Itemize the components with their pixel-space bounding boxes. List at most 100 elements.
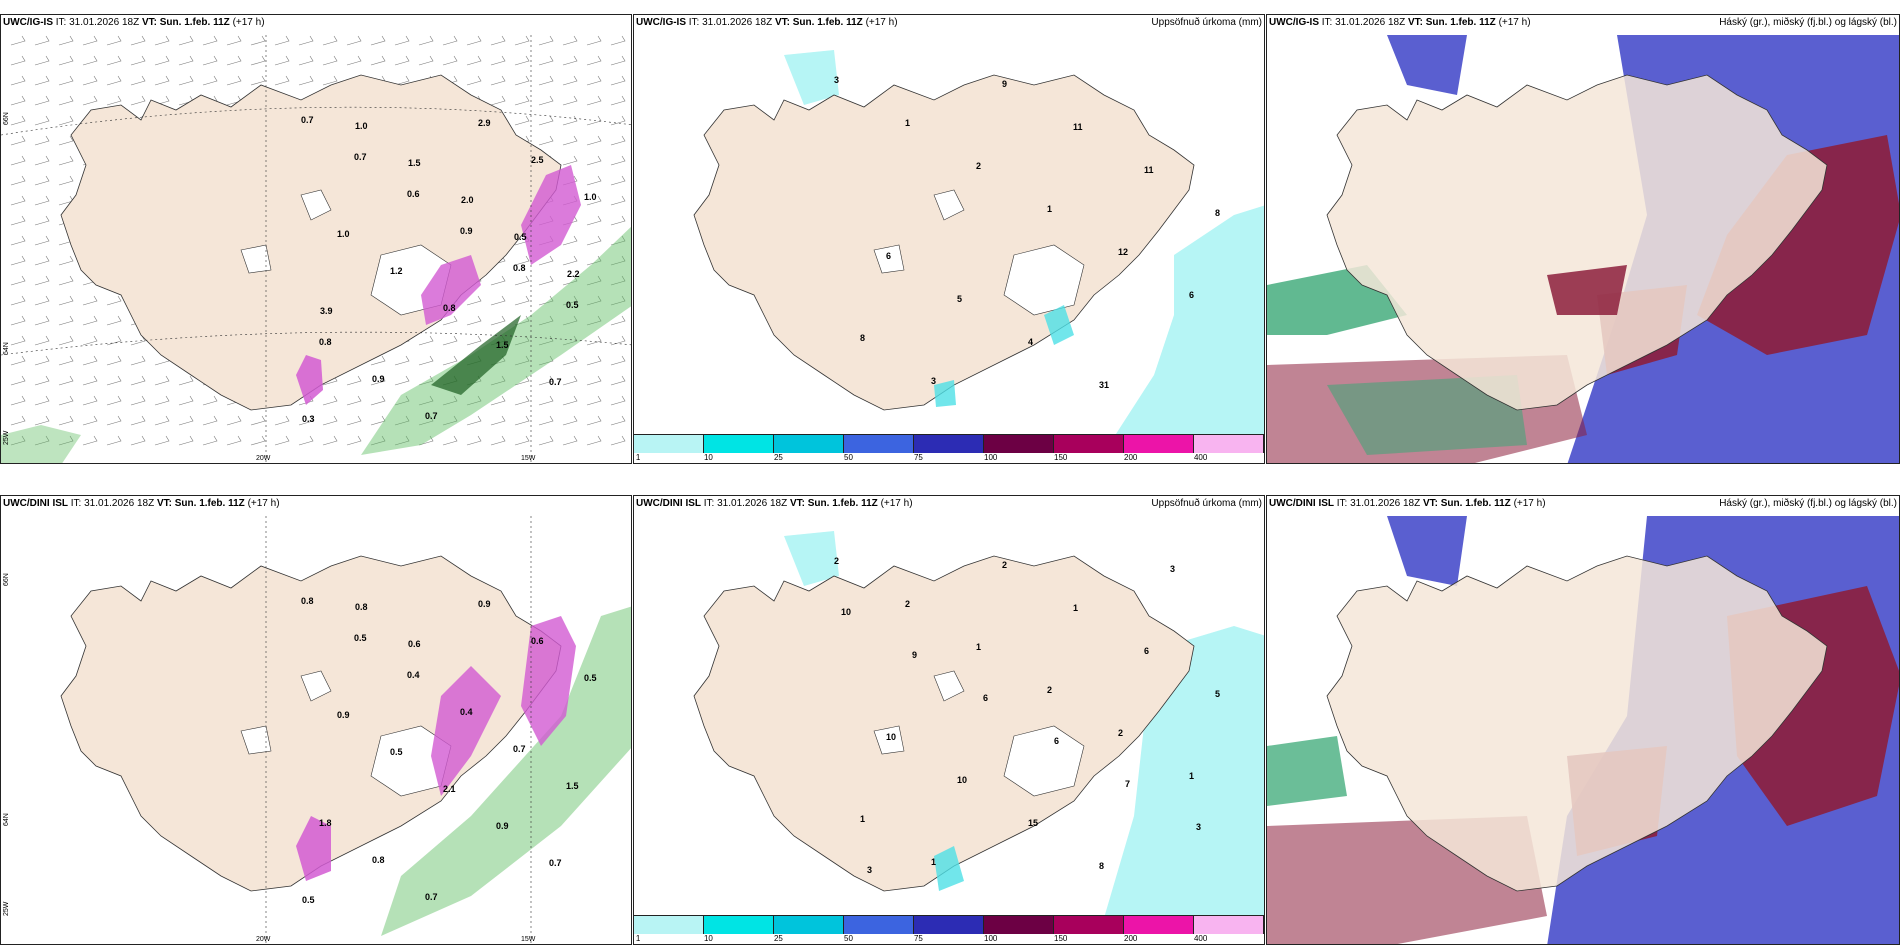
wind-barb: [58, 415, 74, 426]
wind-barb: [538, 75, 554, 86]
lon-label-15w-dini: 15W: [521, 936, 536, 943]
colorbar-cell: [1124, 916, 1194, 934]
wind-value-label: 0.6: [531, 636, 544, 646]
wind-barb: [298, 75, 314, 86]
precip-value-label: 9: [1002, 79, 1008, 89]
wind-barb: [538, 435, 554, 446]
wind-barb: [490, 95, 506, 106]
wind-value-label: 0.8: [513, 263, 526, 273]
wind-barb: [298, 415, 314, 426]
wind-barb: [586, 335, 602, 346]
wind-barb: [250, 75, 266, 86]
wind-map-ig[interactable]: [1, 15, 632, 464]
wind-barb: [562, 55, 578, 66]
wind-barb: [514, 75, 530, 86]
precip-value-label: 3: [834, 75, 840, 85]
wind-barb: [82, 95, 98, 106]
colorbar-label: 50: [844, 453, 853, 462]
wind-barb: [562, 435, 578, 446]
wind-barb: [418, 35, 434, 46]
wind-value-label: 0.8: [319, 337, 332, 347]
precip-panel-dini: UWC/DINI ISL IT: 31.01.2026 18Z VT: Sun.…: [633, 495, 1265, 945]
wind-barb: [610, 375, 626, 386]
wind-barb: [322, 35, 338, 46]
wind-barb: [610, 295, 626, 306]
colorbar-label: 10: [703, 453, 713, 462]
cloud-map-ig[interactable]: [1267, 15, 1900, 464]
wind-barb: [562, 35, 578, 46]
wind-value-label: 0.7: [354, 152, 367, 162]
wind-barb: [298, 435, 314, 446]
wind-barb: [130, 415, 146, 426]
wind-barb: [514, 335, 530, 346]
wind-barb: [34, 155, 50, 166]
precip-value-label: 3: [931, 376, 937, 386]
wind-barb: [466, 75, 482, 86]
wind-barb: [10, 315, 26, 326]
wind-barb: [514, 275, 530, 286]
precip-value-label: 1: [905, 118, 911, 128]
precip-value-label: 3: [1196, 822, 1202, 832]
cloud-map-dini[interactable]: [1267, 496, 1900, 945]
precip-value-label: 15: [1028, 818, 1039, 828]
wind-barb: [490, 75, 506, 86]
wind-barb: [394, 355, 410, 366]
wind-barb: [610, 395, 626, 406]
precip-value-label: 1: [1189, 771, 1195, 781]
wind-value-label: 0.5: [302, 895, 315, 905]
wind-value-label: 1.5: [496, 340, 509, 350]
colorbar-cell: [1054, 435, 1124, 453]
wind-value-label: 1.2: [390, 266, 403, 276]
wind-barb: [562, 155, 578, 166]
wind-barb: [514, 255, 530, 266]
wind-barb: [466, 335, 482, 346]
wind-value-label: 0.7: [513, 744, 526, 754]
wind-barb: [58, 255, 74, 266]
wind-barb: [178, 435, 194, 446]
wind-barb: [466, 315, 482, 326]
precip-value-label: 4: [1028, 337, 1034, 347]
colorbar-cell: [1194, 435, 1264, 453]
precip-value-label: 31: [1099, 380, 1110, 390]
wind-barb: [538, 295, 554, 306]
precip-value-label: 6: [983, 693, 989, 703]
wind-barb: [154, 435, 170, 446]
colorbar-label: 150: [1054, 453, 1068, 462]
colorbar-label: 200: [1124, 934, 1138, 943]
wind-barb: [10, 95, 26, 106]
wind-barb: [418, 55, 434, 66]
wind-barb: [514, 115, 530, 126]
precip-value-label: 6: [1189, 290, 1195, 300]
wind-value-label: 1.5: [408, 158, 421, 168]
precip-map-ig[interactable]: [634, 15, 1265, 464]
wind-barb: [442, 435, 458, 446]
wind-barb: [58, 75, 74, 86]
wind-barb: [370, 375, 386, 386]
wind-barb: [442, 315, 458, 326]
wind-barb: [562, 275, 578, 286]
wind-barb: [34, 135, 50, 146]
wind-map-dini[interactable]: [1, 496, 632, 945]
wind-barb: [106, 415, 122, 426]
precip-value-label: 3: [867, 865, 873, 875]
wind-barb: [394, 435, 410, 446]
wind-panel-ig: UWC/IG-IS IT: 31.01.2026 18Z VT: Sun. 1.…: [0, 14, 632, 464]
wind-barb: [394, 75, 410, 86]
wind-barb: [610, 135, 626, 146]
precip-value-label: 10: [957, 775, 968, 785]
precip-map-dini[interactable]: [634, 496, 1265, 945]
wind-barb: [58, 175, 74, 186]
wind-barb: [610, 315, 626, 326]
wind-barb: [58, 35, 74, 46]
wind-barb: [586, 275, 602, 286]
wind-barb: [10, 415, 26, 426]
wind-barb: [490, 295, 506, 306]
wind-barb: [346, 375, 362, 386]
cloud-panel-dini-header: UWC/DINI ISL IT: 31.01.2026 18Z VT: Sun.…: [1269, 498, 1546, 509]
wind-barb: [586, 415, 602, 426]
wind-barb: [34, 395, 50, 406]
wind-barb: [226, 435, 242, 446]
wind-barb: [202, 55, 218, 66]
precip-value-label: 1: [860, 814, 866, 824]
colorbar-cell: [774, 435, 844, 453]
